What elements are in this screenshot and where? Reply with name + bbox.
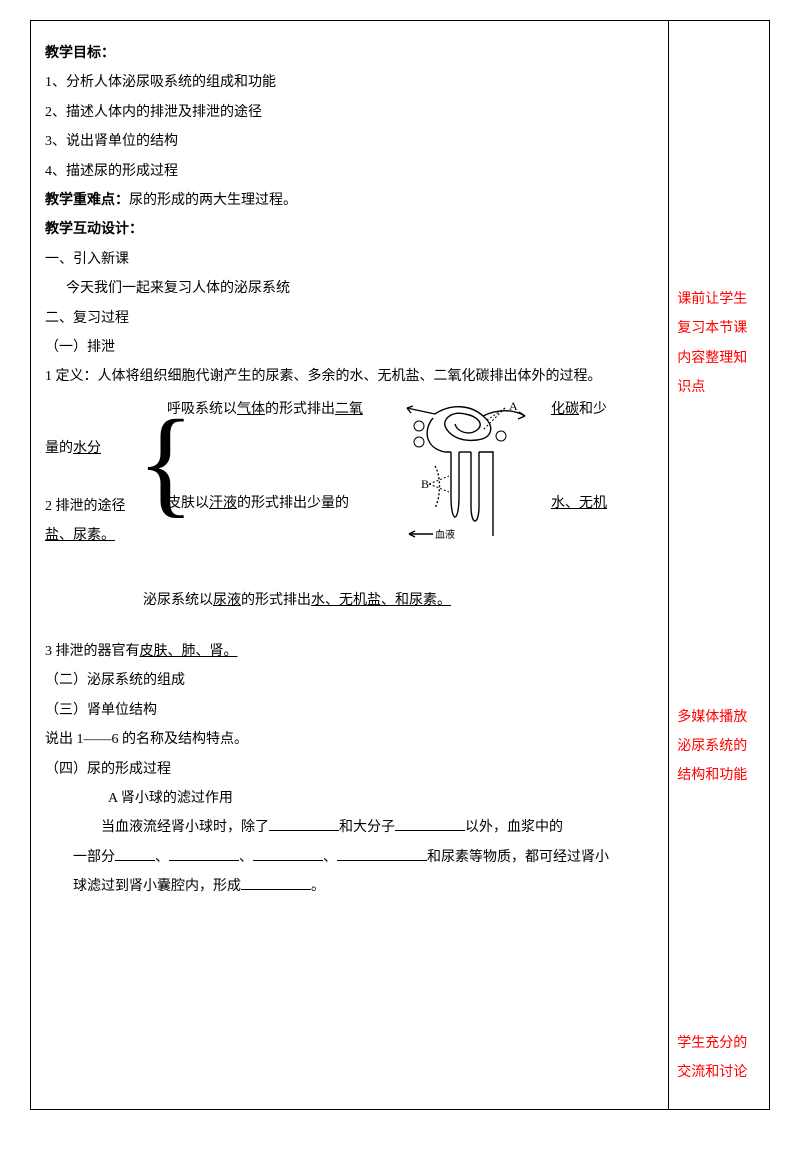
route-b-mid: 的形式排出少量的 [237,496,349,511]
svg-text:A: A [509,399,518,413]
spacer [45,615,654,637]
blank-5 [253,847,323,861]
route-b-bottom-u: 盐、尿素。 [45,528,115,543]
def-label: 1 定义： [45,369,98,384]
main-column: 教学目标： 1、分析人体泌尿吸系统的组成和功能 2、描述人体内的排泄及排泄的途径… [31,21,669,1109]
organs-u: 皮肤、肺、肾。 [140,644,238,659]
route-a-u2: 二氧 [335,402,363,417]
sub1-title: （一）排泄 [45,333,654,362]
route-c-u2: 水、无机盐、和尿素。 [311,593,451,608]
goal-4: 4、描述尿的形成过程 [45,157,654,186]
sub4-line2: 一部分、、、和尿素等物质，都可经过肾小 [45,843,654,872]
sub4-l3-pre: 球滤过到肾小囊腔内，形成 [73,879,241,894]
side-note-3: 学生充分的交流和讨论 [677,1029,761,1088]
sub4-l3-tail: 。 [311,879,325,894]
sub4-l2-pre: 一部分 [73,850,115,865]
organs-pre: 3 排泄的器官有 [45,644,140,659]
side-note-1: 课前让学生复习本节课内容整理知识点 [677,285,761,403]
sub3-text: 说出 1——6 的名称及结构特点。 [45,725,654,754]
section-goals-title: 教学目标： [45,39,654,68]
sub4-line3: 球滤过到肾小囊腔内，形成 。 [45,872,654,901]
part1-text: 今天我们一起来复习人体的泌尿系统 [45,274,654,303]
route-skin: 皮肤以汗液的形式排出少量的 [167,492,349,512]
goal-2: 2、描述人体内的排泄及排泄的途径 [45,98,654,127]
def-text: 人体将组织细胞代谢产生的尿素、多余的水、无机盐、二氧化碳排出体外的过程。 [98,369,602,384]
spacer [45,564,654,586]
sub4-title: （四）尿的形成过程 [45,755,654,784]
part2-title: 二、复习过程 [45,304,654,333]
route-respiratory: 呼吸系统以气体的形式排出二氧 [167,398,363,418]
blank-7 [241,876,311,890]
sub4-l2-tail: 和尿素等物质，都可经过肾小 [427,850,609,865]
sub4-l1-tail: 以外，血浆中的 [465,820,563,835]
diagram-blood-label: 血液 [435,528,455,541]
goal-3: 3、说出肾单位的结构 [45,127,654,156]
definition: 1 定义：人体将组织细胞代谢产生的尿素、多余的水、无机盐、二氧化碳排出体外的过程… [45,362,654,391]
organs-line: 3 排泄的器官有皮肤、肺、肾。 [45,637,654,666]
blank-3 [115,847,155,861]
routes-block: A B 血液 呼吸系统以气体的形式排出二氧 化碳和少 [45,396,654,556]
section-design-title: 教学互动设计： [45,215,654,244]
route-a-right: 化碳和少 [551,398,607,418]
side-note-2: 多媒体播放泌尿系统的结构和功能 [677,703,761,791]
route-left-amount-u: 水分 [73,441,101,456]
route-a-right-u: 化碳 [551,402,579,417]
route-b-right: 水、无机 [551,492,607,512]
route-a-mid: 的形式排出 [265,402,335,417]
route-left-amount-pre: 量的 [45,441,73,456]
blank-6 [337,847,427,861]
goal-1: 1、分析人体泌尿吸系统的组成和功能 [45,68,654,97]
route-b-pre: 皮肤以 [167,496,209,511]
route-a-right-tail: 和少 [579,402,607,417]
section-keypoint: 教学重难点：尿的形成的两大生理过程。 [45,186,654,215]
route-b-right-u: 水、无机 [551,496,607,511]
route-b-bottom: 盐、尿素。 [45,524,115,544]
blank-2 [395,817,465,831]
sub4-l1-pre: 当血液流经肾小球时，除了 [101,820,269,835]
route-c-mid: 的形式排出 [241,593,311,608]
blank-4 [169,847,239,861]
part1-title: 一、引入新课 [45,245,654,274]
sub2-title: （二）泌尿系统的组成 [45,666,654,695]
sub3-title: （三）肾单位结构 [45,696,654,725]
route-c-u1: 尿液 [213,593,241,608]
route-left-amount: 量的水分 [45,434,101,463]
route-b-u1: 汗液 [209,496,237,511]
side-column: 课前让学生复习本节课内容整理知识点 多媒体播放泌尿系统的结构和功能 学生充分的交… [669,21,769,1109]
blank-1 [269,817,339,831]
keypoint-value: 尿的形成的两大生理过程。 [129,193,297,208]
sub4-line1: 当血液流经肾小球时，除了 和大分子 以外，血浆中的 [45,813,654,842]
sub4-l1-mid: 和大分子 [339,820,395,835]
route-urinary: 泌尿系统以尿液的形式排出水、无机盐、和尿素。 [45,586,654,615]
sub4-a: A 肾小球的滤过作用 [45,784,654,813]
route-a-u1: 气体 [237,402,265,417]
route-c-pre: 泌尿系统以 [143,593,213,608]
routes-label: 2 排泄的途径 [45,492,126,521]
svg-text:B: B [421,477,429,491]
page-frame: 教学目标： 1、分析人体泌尿吸系统的组成和功能 2、描述人体内的排泄及排泄的途径… [30,20,770,1110]
keypoint-label: 教学重难点： [45,193,129,208]
nephron-diagram: A B 血液 [405,396,545,551]
